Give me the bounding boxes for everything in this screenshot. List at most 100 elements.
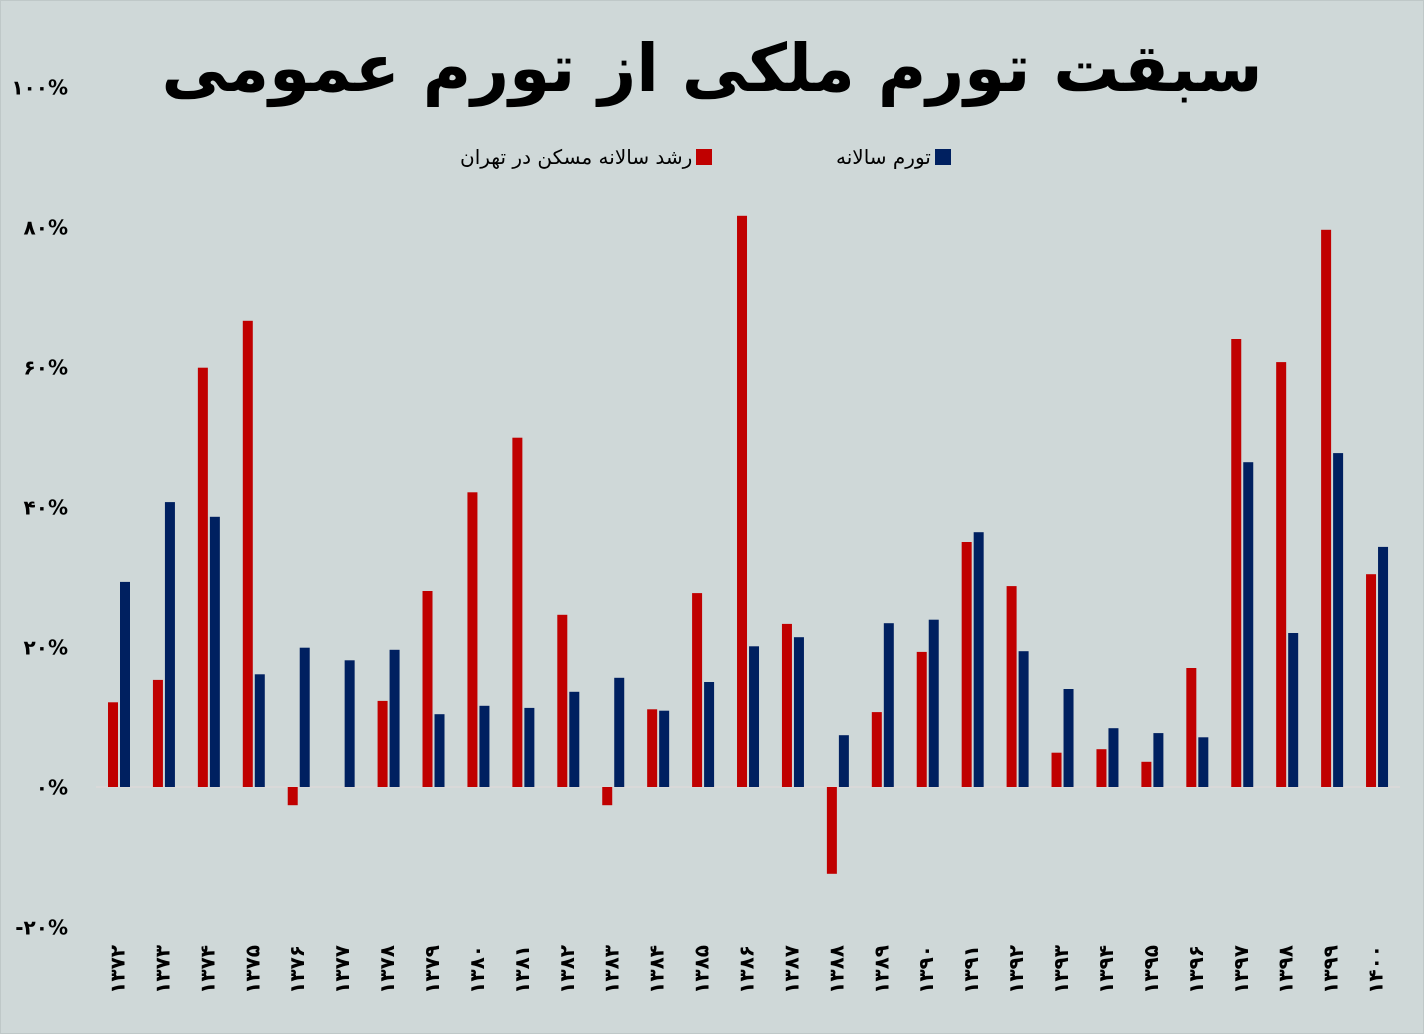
bar-inflation [1288,633,1299,787]
bar-inflation [928,619,939,787]
bar-housing [647,709,658,787]
legend-item-inflation: تورم سالانه [836,145,951,169]
bar-inflation [164,502,175,787]
bar-housing [557,614,568,787]
x-tick-label: ۱۳۷۴ [195,945,219,994]
bar-housing [602,787,613,806]
bar-inflation [434,714,445,787]
x-tick-label: ۱۳۷۲ [106,945,130,994]
legend-swatch-inflation [934,149,951,165]
bar-inflation [1153,733,1164,787]
x-tick-label: ۱۳۹۳ [1049,945,1073,994]
x-tick-label: ۱۳۷۵ [240,945,264,994]
x-tick-label: ۱۳۸۴ [645,945,669,994]
bar-inflation [1378,546,1389,787]
legend-item-housing: رشد سالانه مسکن در تهران [460,145,713,169]
legend-swatch-housing [696,149,713,165]
x-tick-label: ۱۳۹۰ [914,945,938,994]
y-tick-label: ۰% [36,776,68,800]
x-tick-label: ۱۳۷۶ [285,945,309,994]
bar-housing [197,367,208,787]
bar-inflation [1063,689,1074,787]
x-tick-label: ۱۳۸۰ [465,945,489,994]
bar-housing [826,787,837,874]
y-tick-label: ۸۰% [24,216,68,240]
x-tick-label: ۱۳۹۲ [1004,945,1028,994]
bar-housing [422,591,433,787]
bar-inflation [1198,737,1209,787]
bar-housing [1186,668,1197,787]
bar-inflation [793,637,804,787]
bar-inflation [1018,651,1029,787]
y-tick-label: ۶۰% [24,356,68,380]
y-tick-label: ۲۰% [24,636,68,660]
chart-title: سبقت تورم ملکی از تورم عمومی [161,30,1263,107]
bar-inflation [344,660,355,787]
bar-housing [1096,749,1107,787]
bar-inflation [973,532,984,787]
bar-housing [871,712,882,787]
x-tick-label: ۱۳۷۷ [330,945,354,994]
bar-housing [737,215,748,788]
bar-inflation [524,707,535,787]
x-tick-label: ۱۳۹۹ [1319,945,1343,994]
bar-housing [1321,229,1332,788]
x-tick-label: ۱۳۸۶ [735,945,759,994]
bar-inflation [389,649,400,787]
bar-inflation [1108,728,1119,787]
bar-housing [377,700,388,787]
y-tick-label: ۴۰% [24,496,68,520]
x-tick-label: ۱۴۰۰ [1364,945,1388,994]
bar-inflation [209,516,220,787]
bar-inflation [749,646,760,787]
legend-label-housing: رشد سالانه مسکن در تهران [460,145,693,169]
bar-housing [152,679,163,787]
x-tick-label: ۱۳۷۹ [420,945,444,994]
x-tick-label: ۱۳۷۳ [150,945,174,994]
bar-inflation [299,647,310,787]
bar-inflation [704,682,715,787]
bar-inflation [120,581,130,787]
bar-inflation [479,705,490,787]
bar-housing [108,702,118,787]
bar-housing [1366,574,1377,787]
bar-inflation [883,623,894,787]
bar-inflation [1243,462,1254,787]
bar-inflation [838,735,849,787]
bar-inflation [1333,453,1344,787]
x-tick-label: ۱۳۸۵ [690,945,714,994]
bar-housing [781,623,792,787]
bar-inflation [614,677,625,787]
x-tick-label: ۱۳۸۹ [869,945,893,994]
bar-housing [916,651,927,787]
bar-housing [1231,339,1242,787]
bar-housing [242,320,253,787]
bar-inflation [254,674,265,787]
bar-housing [692,593,703,787]
bar-housing [1141,761,1152,787]
x-tick-label: ۱۳۹۵ [1139,945,1163,994]
legend-label-inflation: تورم سالانه [836,145,931,169]
x-tick-label: ۱۳۸۷ [779,945,803,994]
bar-inflation [659,710,670,787]
x-tick-label: ۱۳۹۶ [1184,945,1208,994]
x-tick-label: ۱۳۷۸ [375,945,399,994]
bar-housing [1051,752,1062,787]
bar-housing [287,787,298,806]
bar-housing [467,492,478,787]
bar-housing [1276,362,1287,787]
bar-housing [961,542,972,787]
bar-housing [1006,586,1017,787]
x-tick-label: ۱۳۹۱ [959,945,983,994]
y-tick-label: -۲۰% [15,916,68,940]
bar-inflation [569,691,580,787]
y-tick-label: ۱۰۰% [11,76,68,100]
bar-housing [512,437,523,787]
x-tick-label: ۱۳۸۱ [510,945,534,994]
x-tick-label: ۱۳۸۳ [600,945,624,994]
x-tick-label: ۱۳۹۸ [1274,945,1298,994]
x-tick-label: ۱۳۸۸ [824,945,848,994]
x-tick-label: ۱۳۹۷ [1229,945,1253,994]
x-tick-label: ۱۳۹۴ [1094,945,1118,994]
